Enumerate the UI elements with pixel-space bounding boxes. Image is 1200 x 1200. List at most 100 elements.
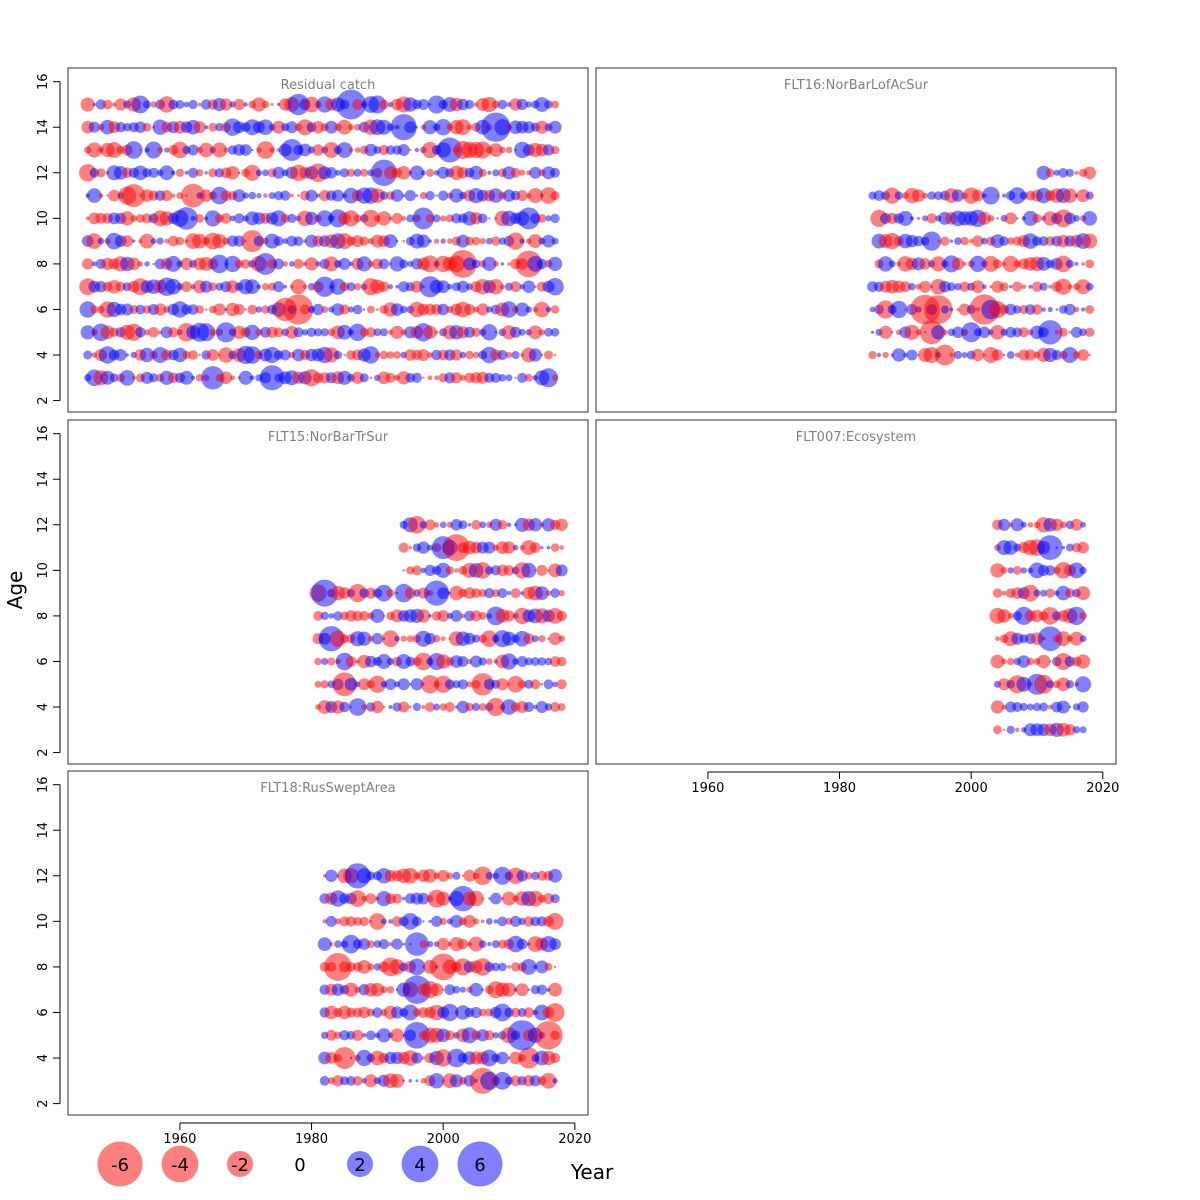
bubble xyxy=(493,1071,512,1090)
bubble xyxy=(548,120,562,134)
bubble xyxy=(464,99,475,110)
bubble xyxy=(154,303,167,316)
bubble xyxy=(498,962,507,972)
bubble xyxy=(397,678,410,691)
bubble xyxy=(491,100,500,109)
bubble xyxy=(894,191,903,200)
bubble xyxy=(516,870,528,882)
bubble xyxy=(394,635,400,642)
bubble xyxy=(408,1079,413,1083)
bubble xyxy=(369,376,373,380)
bubble xyxy=(332,1075,344,1087)
bubble xyxy=(150,101,157,108)
bubble xyxy=(480,1071,499,1090)
bubble xyxy=(79,164,97,182)
bubble xyxy=(273,236,284,246)
bubble xyxy=(1048,284,1053,289)
bubble xyxy=(491,962,501,972)
bubble xyxy=(256,284,262,290)
bubble xyxy=(528,518,542,532)
bubble xyxy=(517,207,540,230)
bubble xyxy=(290,279,307,295)
bubble xyxy=(1012,566,1022,575)
bubble xyxy=(548,256,563,271)
bubble xyxy=(1007,567,1014,574)
bubble xyxy=(471,673,494,696)
bubble xyxy=(550,1030,560,1040)
bubble xyxy=(354,147,361,153)
x-tick-label: 1960 xyxy=(163,1132,196,1147)
bubble xyxy=(280,139,303,161)
bubble xyxy=(1053,169,1060,176)
bubble xyxy=(401,215,407,221)
bubble xyxy=(1074,261,1079,266)
bubble xyxy=(485,872,494,880)
bubble xyxy=(927,191,936,200)
bubble xyxy=(492,1032,499,1039)
bubble xyxy=(404,190,416,202)
bubble xyxy=(115,122,126,133)
bubble xyxy=(411,916,422,927)
bubble xyxy=(1036,654,1051,669)
bubble xyxy=(346,962,356,972)
bubble xyxy=(415,1079,419,1083)
bubble xyxy=(200,280,213,293)
bubble xyxy=(1002,193,1007,198)
bubble xyxy=(376,308,379,311)
bubble xyxy=(478,612,487,620)
bubble xyxy=(357,960,372,974)
bubble xyxy=(916,216,921,221)
bubble xyxy=(417,892,430,905)
bubble xyxy=(171,193,176,198)
bubble xyxy=(86,233,103,249)
bubble xyxy=(272,166,285,179)
bubble xyxy=(876,352,882,358)
bubble xyxy=(356,868,372,884)
bubble xyxy=(492,169,500,177)
bubble xyxy=(458,520,468,530)
bubble xyxy=(516,98,528,111)
bubble xyxy=(170,170,176,176)
bubble xyxy=(139,347,155,363)
bubble xyxy=(371,633,384,645)
bubble xyxy=(148,167,159,178)
bubble xyxy=(437,166,450,179)
bubble xyxy=(454,568,459,573)
bubble xyxy=(884,187,901,204)
bubble xyxy=(555,564,568,577)
bubble xyxy=(402,896,406,901)
bubble xyxy=(1061,545,1066,550)
bubble xyxy=(484,588,495,599)
legend-bubble xyxy=(97,1141,143,1187)
bubble xyxy=(1041,307,1046,312)
bubble xyxy=(501,982,517,997)
panel-frame xyxy=(595,419,1117,765)
bubble xyxy=(364,143,378,157)
bubble xyxy=(518,328,526,336)
bubble xyxy=(347,124,355,131)
bubble xyxy=(182,350,191,360)
bubble xyxy=(1002,353,1006,357)
bubble xyxy=(280,190,291,201)
bubble xyxy=(388,216,393,221)
bubble xyxy=(80,325,95,340)
legend-label: -4 xyxy=(171,1155,189,1176)
bubble xyxy=(1012,702,1023,712)
bubble xyxy=(480,919,485,924)
bubble xyxy=(114,349,127,361)
bubble xyxy=(337,324,352,340)
bubble xyxy=(269,147,275,153)
bubble xyxy=(97,237,105,245)
bubble xyxy=(1009,285,1013,289)
bubble xyxy=(195,169,204,177)
bubble xyxy=(376,119,392,135)
bubble xyxy=(87,188,102,203)
bubble xyxy=(474,141,492,159)
bubble xyxy=(143,100,151,109)
bubble xyxy=(389,256,405,272)
bubble xyxy=(527,988,530,991)
bubble xyxy=(515,983,529,997)
bubble xyxy=(180,257,193,270)
bubble xyxy=(305,189,318,202)
bubble xyxy=(1047,306,1053,313)
